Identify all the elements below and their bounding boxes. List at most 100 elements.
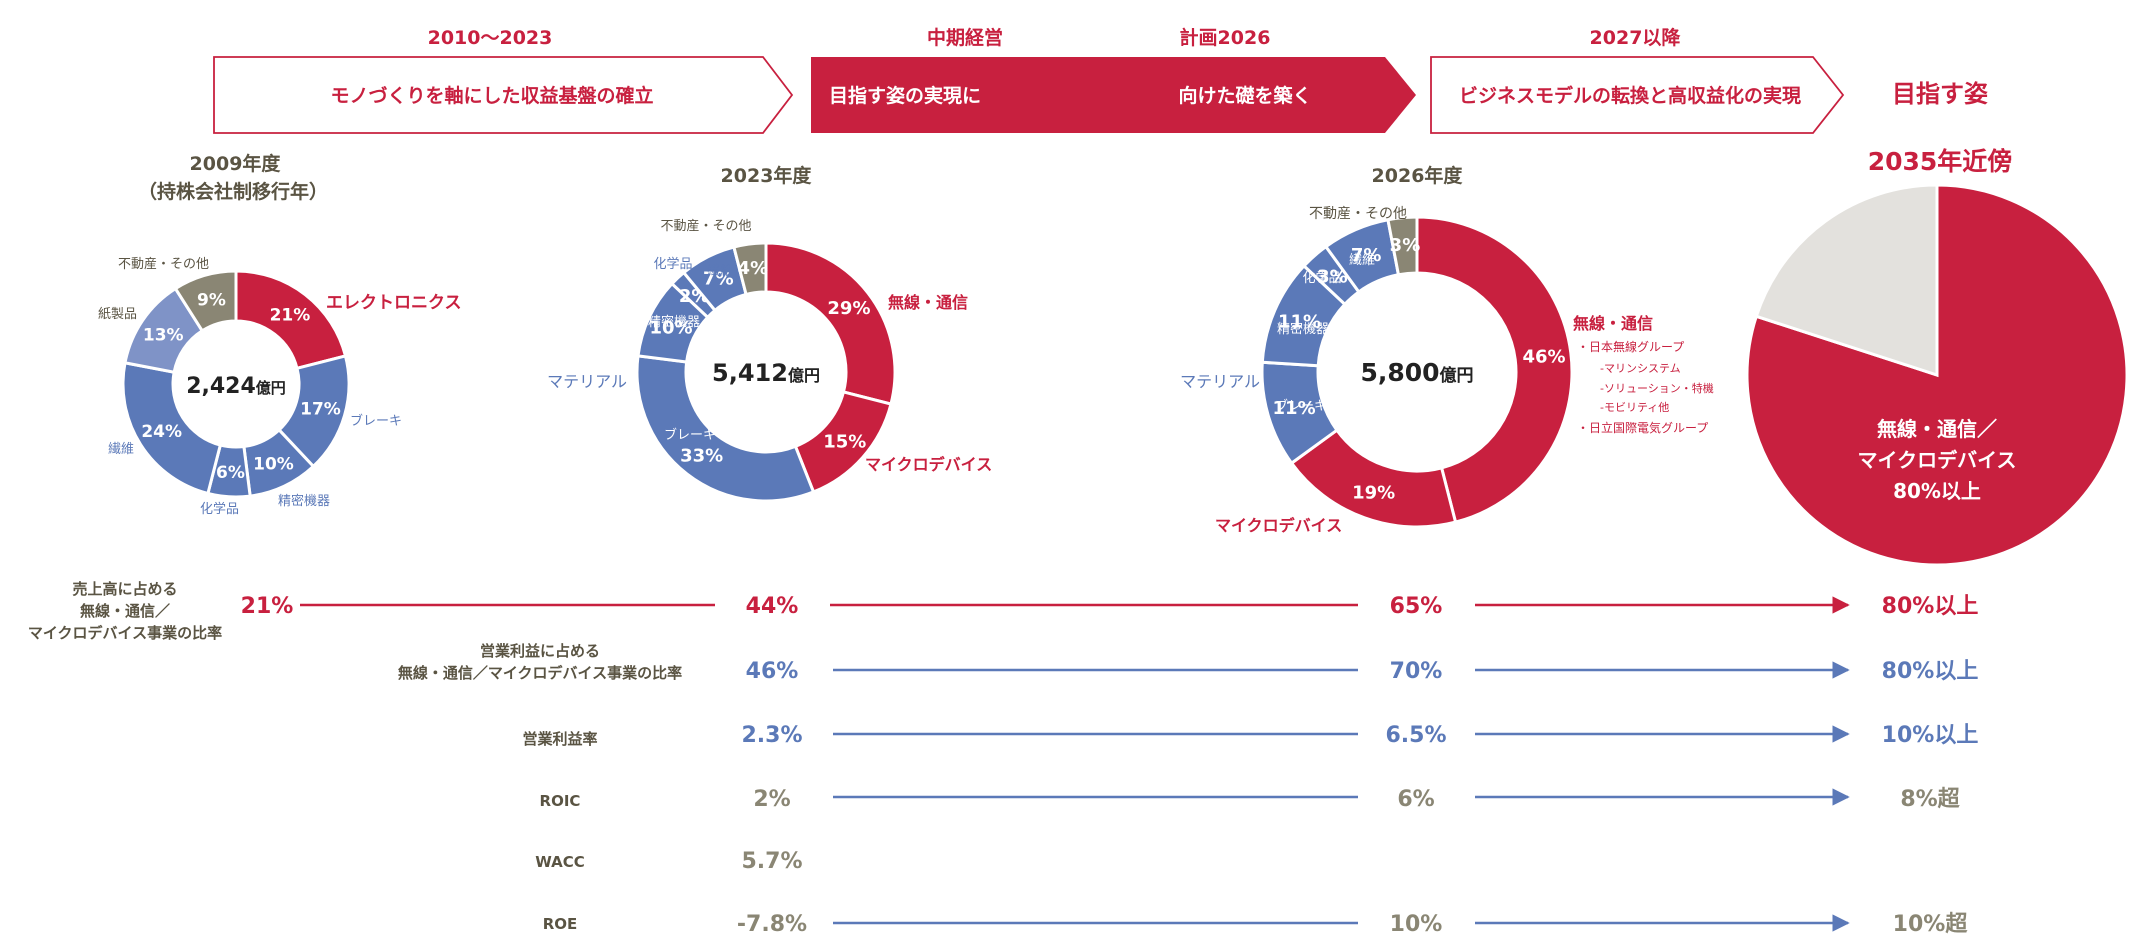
slice-label-wireless: 無線・通信 <box>1573 314 1653 333</box>
chart-2-total: 5,412億円 <box>712 359 820 387</box>
slice-value-label: 24% <box>141 422 182 442</box>
slice-label-textile: 繊維 <box>108 441 134 457</box>
row-4-value-2035: 8%超 <box>1900 787 1960 812</box>
slice-label-realestate: 不動産・その他 <box>118 256 209 272</box>
group-list-item: -マリンシステム <box>1600 362 1681 375</box>
row-arrows <box>300 596 1850 932</box>
donut-chart-2023: 29%15%33%10%2%7%4% <box>635 241 897 503</box>
slice-label-microdevice: マイクロデバイス <box>865 455 992 474</box>
period-text-1: モノづくりを軸にした収益基盤の確立 <box>330 84 653 107</box>
slice-label-precision: 精密機器 <box>648 314 700 330</box>
row-3-value-2026: 6.5% <box>1385 723 1446 748</box>
row-label-line: 営業利益に占める <box>480 642 600 660</box>
group-list-item: -ソリューション・特機 <box>1600 381 1714 395</box>
period-text-2a: 目指す姿の実現に <box>829 84 981 107</box>
chart-2-total-unit: 億円 <box>788 366 820 385</box>
slice-value-label: 10% <box>253 455 294 475</box>
chart-1-total-value: 2,424 <box>186 374 256 399</box>
period-arrow-2 <box>811 57 1416 133</box>
slice-label-microdevice: マイクロデバイス <box>1215 516 1342 535</box>
period-label-2b: 計画2026 <box>1180 26 1271 49</box>
chart-1-total-unit: 億円 <box>256 379 286 397</box>
row-6-value-2035: 10%超 <box>1893 912 1969 937</box>
chart-3-total-value: 5,800 <box>1360 358 1439 387</box>
slice-label-textile: 繊維 <box>707 263 733 279</box>
slice-value-label: 46% <box>1522 346 1565 367</box>
goal-label: 目指す姿 <box>1892 80 1988 108</box>
slice-label-realestate: 不動産・その他 <box>1309 206 1407 222</box>
row-label-op-margin: 営業利益率 <box>522 730 597 748</box>
row-label-line: 無線・通信／ <box>80 602 170 620</box>
group-list-item: ・日立国際電気グループ <box>1577 420 1708 435</box>
period-arrow-1 <box>213 56 794 134</box>
kpi-table: 売上高に占める 無線・通信／ マイクロデバイス事業の比率 営業利益に占める 無線… <box>28 580 1978 937</box>
period-arrow-3 <box>1430 56 1845 134</box>
slice-value-label: 17% <box>300 400 341 420</box>
row-label-line: マイクロデバイス事業の比率 <box>28 624 222 642</box>
big-slice-label-line1: 無線・通信／ <box>1877 417 1997 441</box>
slice-value-label: 7% <box>1351 245 1382 266</box>
pie-slice <box>764 241 897 406</box>
row-1-value-2023: 44% <box>746 594 799 619</box>
slice-label-chemical: 化学品 <box>653 256 692 272</box>
row-2-value-2023: 46% <box>746 659 799 684</box>
slice-value-label: 6% <box>216 463 245 483</box>
group-label-material: マテリアル <box>547 372 627 391</box>
row-label-wacc: WACC <box>535 853 585 871</box>
row-3-value-2035: 10%以上 <box>1882 723 1979 748</box>
slice-label-wireless: 無線・通信 <box>888 293 968 312</box>
period-label-3: 2027以降 <box>1590 26 1682 49</box>
row-label-roic: ROIC <box>540 792 581 810</box>
slice-label-textile: 繊維 <box>1349 252 1375 268</box>
row-label-roe: ROE <box>543 915 578 933</box>
slice-label-precision: 精密機器 <box>278 493 330 509</box>
chart-3-total-unit: 億円 <box>1440 365 1474 386</box>
slice-label-chemical: 化学品 <box>200 501 239 517</box>
slice-value-label: 4% <box>738 258 769 279</box>
row-1-value-2026: 65% <box>1390 594 1443 619</box>
pie-slice <box>635 354 816 503</box>
slice-value-label: 3% <box>1390 235 1421 256</box>
timeline: 2010〜2023 中期経営 計画2026 2027以降 モノづくりを軸にした収… <box>213 26 1988 134</box>
slice-value-label: 15% <box>823 432 866 453</box>
slice-value-label: 33% <box>680 445 723 466</box>
row-4-value-2026: 6% <box>1397 787 1434 812</box>
big-slice-label-line3: 80%以上 <box>1893 479 1981 503</box>
group-list-item: -モビリティ他 <box>1600 401 1669 414</box>
pie-slice <box>121 361 223 496</box>
slice-label-brake: ブレーキ <box>1275 398 1327 414</box>
slice-value-label: 19% <box>1352 483 1395 504</box>
pie-slice <box>173 269 238 333</box>
row-3-value-2023: 2.3% <box>741 723 802 748</box>
chart-2-title: 2023年度 <box>721 164 813 187</box>
row-6-value-2026: 10% <box>1390 912 1443 937</box>
pie-slice <box>1754 183 1939 378</box>
wireless-group-list: ・日本無線グループ -マリンシステム -ソリューション・特機 -モビリティ他 ・… <box>1577 339 1714 435</box>
period-label-2a: 中期経営 <box>927 26 1003 49</box>
chart-4-title: 2035年近傍 <box>1868 147 2013 176</box>
donut-chart-2009: 21% 17% 10% 6% 24% 13% 9% <box>121 269 351 499</box>
chart-titles: 2009年度 （持株会社制移行年） 2023年度 2026年度 2035年近傍 <box>138 147 2012 203</box>
chart-1-labels: エレクトロニクス ブレーキ 精密機器 化学品 繊維 紙製品 不動産・その他 <box>98 256 462 517</box>
slice-label-brake: ブレーキ <box>664 427 716 443</box>
row-2-value-2035: 80%以上 <box>1882 659 1979 684</box>
slice-label-chemical: 化学品 <box>1302 270 1341 286</box>
slice-value-label: 11% <box>1273 398 1316 419</box>
slice-label-electronics: エレクトロニクス <box>326 293 462 313</box>
big-slice-label-line2: マイクロデバイス <box>1858 448 2017 472</box>
period-label-1: 2010〜2023 <box>428 27 553 49</box>
period-text-2b: 向けた礎を築く <box>1178 84 1311 107</box>
slice-value-label: 13% <box>143 325 184 345</box>
chart-3-total: 5,800億円 <box>1360 358 1473 387</box>
group-label-material: マテリアル <box>1180 372 1260 391</box>
chart-1-total: 2,424億円 <box>186 374 286 399</box>
slice-label-precision: 精密機器 <box>1277 321 1329 337</box>
chart-1-title: 2009年度 <box>190 152 282 175</box>
slice-label-realestate: 不動産・その他 <box>660 218 751 234</box>
pie-chart-2035 <box>1745 183 2129 567</box>
slice-value-label: 21% <box>270 305 311 325</box>
row-label-op-ratio: 営業利益に占める 無線・通信／マイクロデバイス事業の比率 <box>398 642 682 682</box>
row-1-value-2009: 21% <box>241 594 294 619</box>
chart-2-total-value: 5,412 <box>712 359 788 387</box>
